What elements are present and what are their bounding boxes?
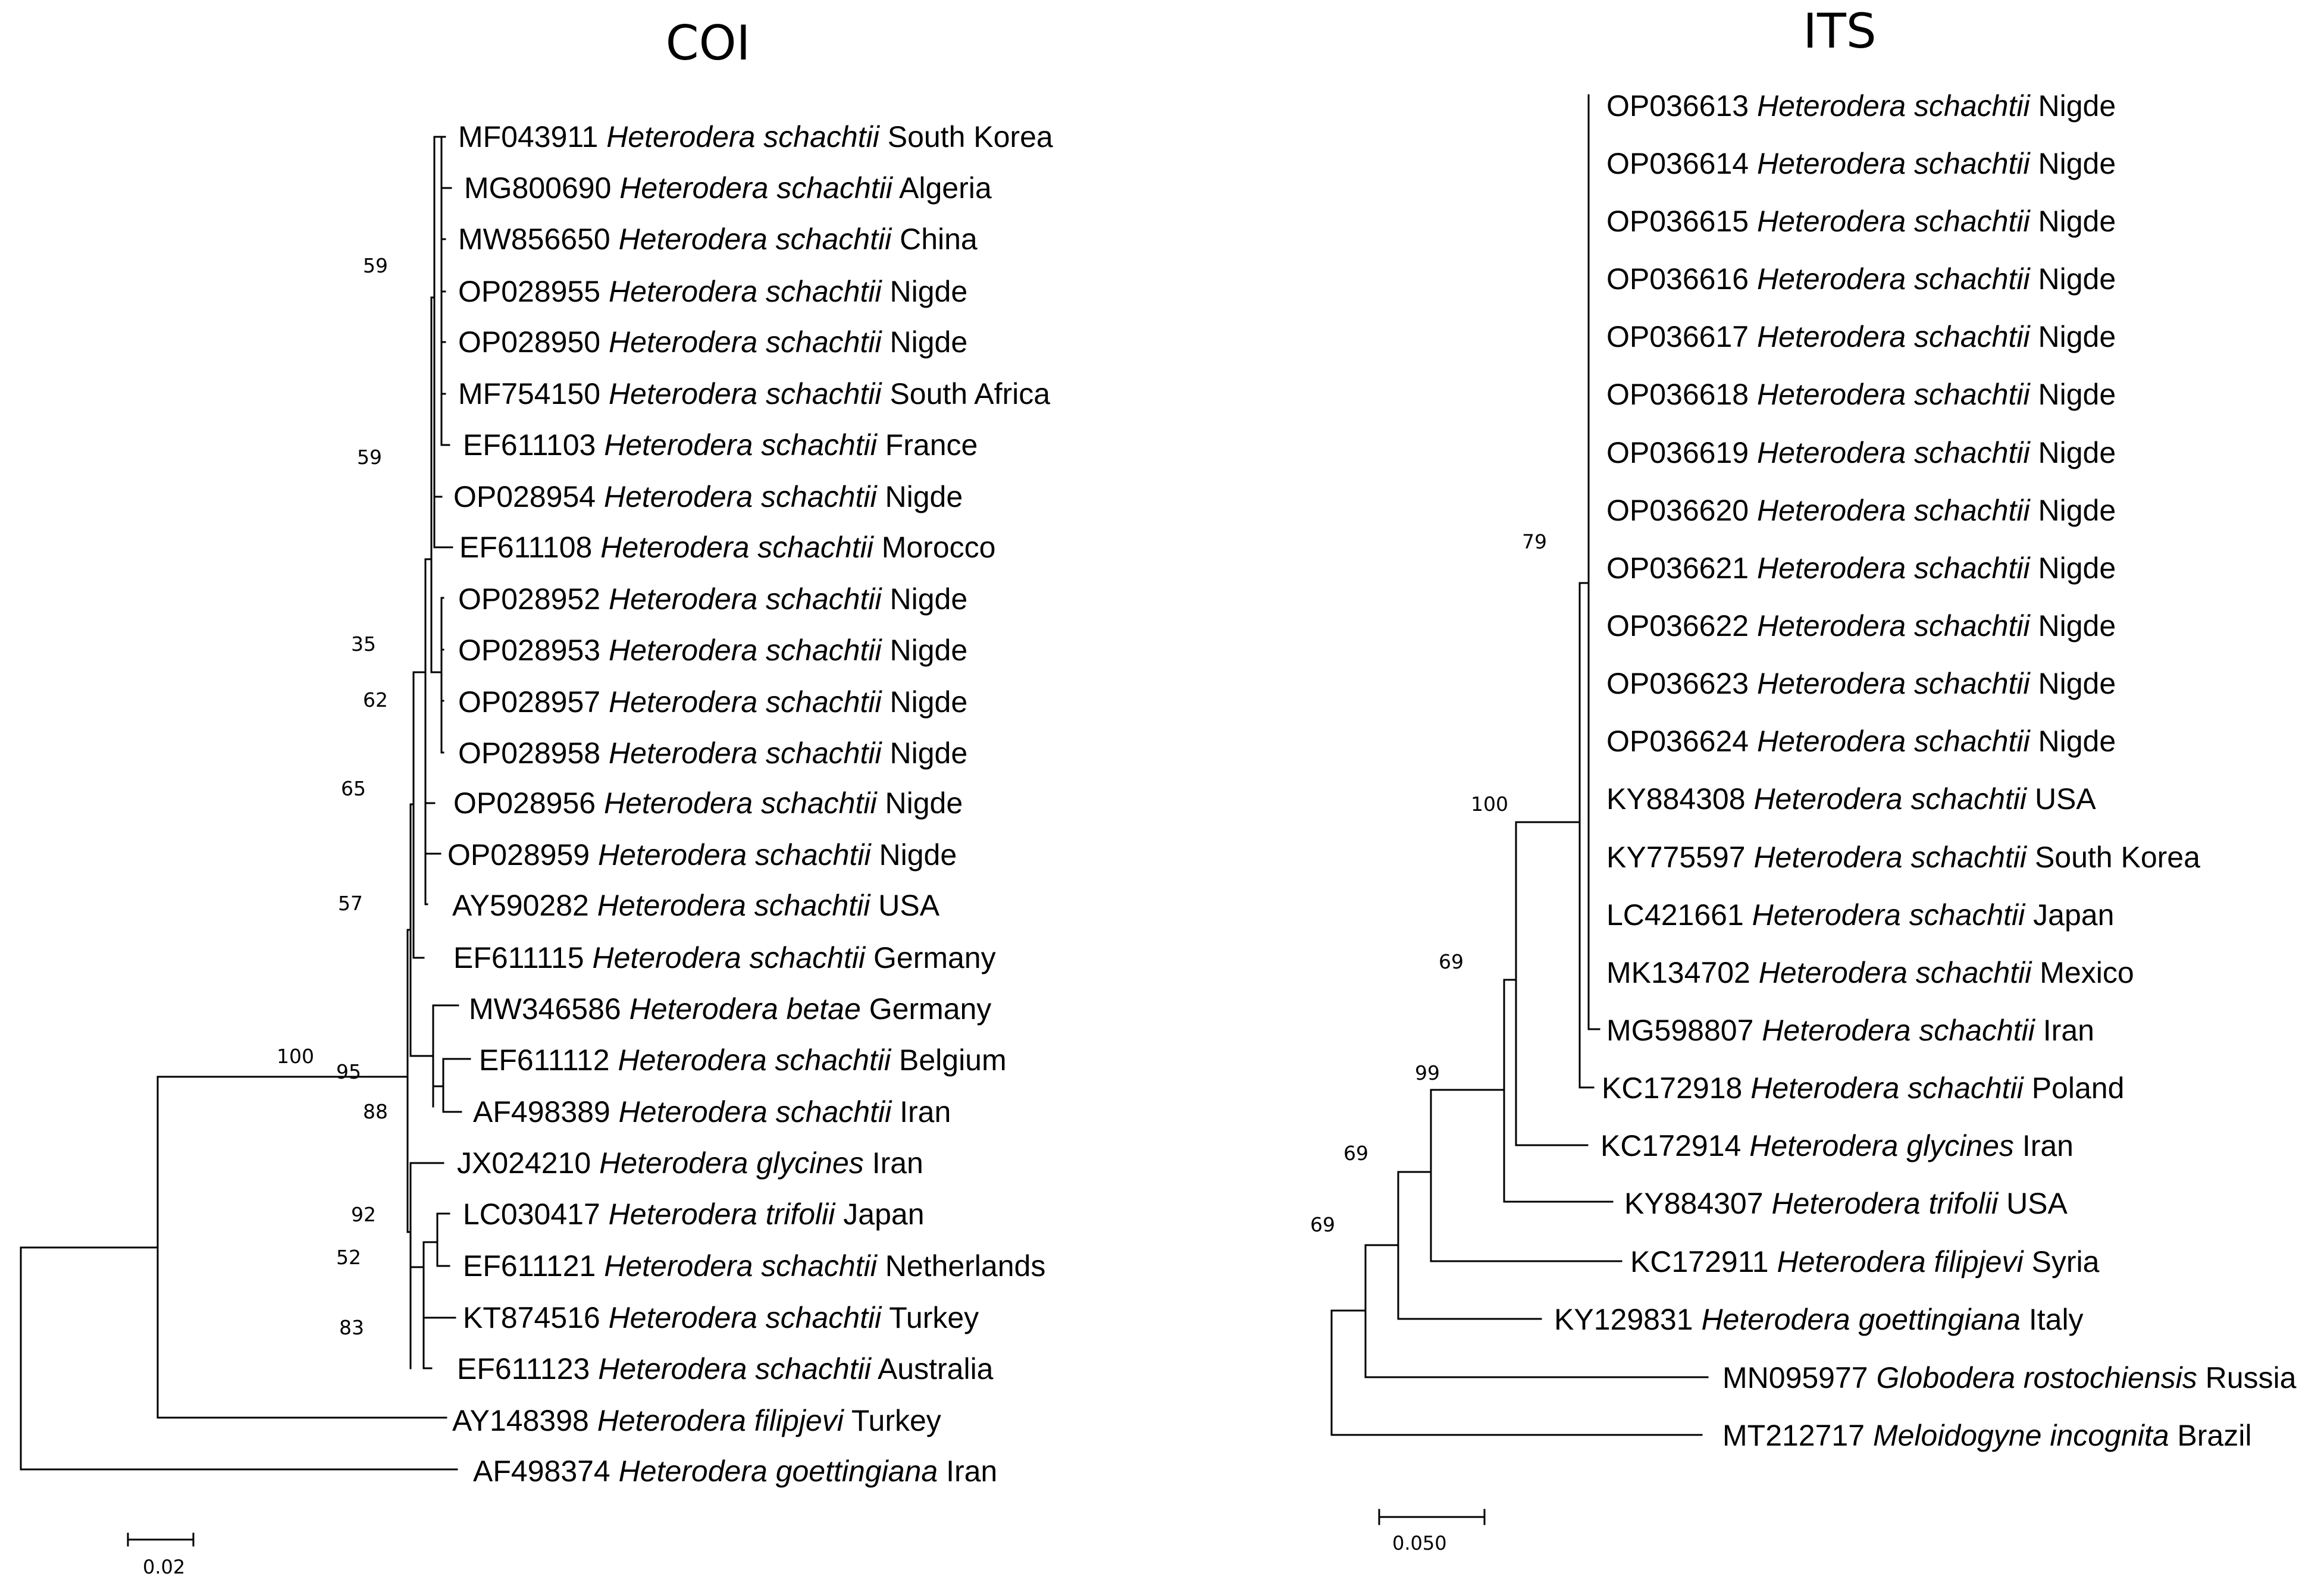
its-bootstrap: 69 (1343, 1142, 1368, 1165)
coi-leaf-label: OP028952 Heterodera schachtii Nigde (458, 582, 967, 616)
its-leaf-label: OP036623 Heterodera schachtii Nigde (1606, 667, 2116, 700)
coi-leaf-label: OP028950 Heterodera schachtii Nigde (458, 325, 967, 359)
its-bootstrap: 69 (1439, 950, 1464, 973)
its-leaf-label: MG598807 Heterodera schachtii Iran (1606, 1014, 2094, 1047)
its-leaf-label: KY884307 Heterodera trifolii USA (1624, 1187, 2068, 1220)
its-leaf-label: KC172911 Heterodera filipjevi Syria (1630, 1245, 2100, 1278)
coi-bootstrap: 65 (341, 777, 366, 800)
its-scale-label: 0.050 (1392, 1532, 1447, 1554)
coi-leaf-label: OP028958 Heterodera schachtii Nigde (458, 736, 967, 770)
its-leaf-label: MK134702 Heterodera schachtii Mexico (1606, 956, 2134, 989)
coi-leaf-label: KT874516 Heterodera schachtii Turkey (463, 1301, 979, 1334)
coi-leaf-label: EF611108 Heterodera schachtii Morocco (459, 531, 995, 564)
coi-leaf-label: JX024210 Heterodera glycines Iran (457, 1146, 923, 1180)
its-leaf-label: OP036621 Heterodera schachtii Nigde (1606, 551, 2116, 585)
coi-leaf-label: LC030417 Heterodera trifolii Japan (463, 1198, 925, 1231)
coi-leaf-label: EF611103 Heterodera schachtii France (463, 428, 978, 462)
coi-leaf-label: OP028954 Heterodera schachtii Nigde (453, 480, 963, 513)
its-bootstrap: 79 (1522, 530, 1547, 553)
coi-title: COI (666, 15, 750, 71)
coi-leaf-label: OP028953 Heterodera schachtii Nigde (458, 634, 967, 667)
its-leaf-label: KC172918 Heterodera schachtii Poland (1602, 1071, 2124, 1105)
coi-leaf-labels: MF043911 Heterodera schachtii South Kore… (447, 120, 1053, 1488)
coi-leaf-label: MW856650 Heterodera schachtii China (458, 222, 978, 256)
coi-leaf-label: MG800690 Heterodera schachtii Algeria (464, 171, 992, 205)
its-leaf-label: OP036624 Heterodera schachtii Nigde (1606, 725, 2116, 758)
its-leaf-labels: OP036613 Heterodera schachtii Nigde OP03… (1554, 89, 2297, 1452)
coi-bootstrap: 83 (339, 1316, 364, 1339)
coi-leaf-label: EF611115 Heterodera schachtii Germany (453, 941, 996, 974)
coi-tree: COI (20, 15, 1053, 1578)
its-bootstrap: 69 (1310, 1213, 1335, 1236)
its-leaf-label: KY129831 Heterodera goettingiana Italy (1554, 1303, 2084, 1336)
coi-bootstrap: 35 (351, 632, 376, 656)
coi-bootstrap: 95 (336, 1060, 361, 1083)
its-bootstrap: 99 (1415, 1061, 1440, 1085)
its-leaf-label: OP036613 Heterodera schachtii Nigde (1606, 89, 2116, 123)
coi-leaf-label: AY148398 Heterodera filipjevi Turkey (452, 1404, 941, 1437)
its-leaf-label: OP036620 Heterodera schachtii Nigde (1606, 494, 2116, 527)
coi-leaf-label: EF611121 Heterodera schachtii Netherland… (463, 1249, 1045, 1283)
its-bootstrap: 100 (1471, 792, 1508, 816)
its-leaf-label: LC421661 Heterodera schachtii Japan (1606, 898, 2114, 932)
coi-bootstrap: 62 (363, 688, 388, 711)
coi-leaf-label: MF043911 Heterodera schachtii South Kore… (458, 120, 1053, 153)
its-leaf-label: KY775597 Heterodera schachtii South Kore… (1606, 841, 2200, 874)
its-leaf-label: OP036616 Heterodera schachtii Nigde (1606, 262, 2116, 296)
coi-leaf-label: AF498374 Heterodera goettingiana Iran (473, 1455, 997, 1488)
coi-bootstrap: 92 (351, 1203, 376, 1226)
its-leaf-label: MN095977 Globodera rostochiensis Russia (1722, 1361, 2297, 1394)
coi-bootstrap: 100 (277, 1045, 314, 1068)
its-title: ITS (1803, 4, 1876, 59)
its-leaf-label: OP036615 Heterodera schachtii Nigde (1606, 205, 2116, 238)
coi-bootstrap: 57 (338, 892, 363, 915)
its-tree: ITS 0.050 79 (1310, 4, 2297, 1554)
coi-bootstrap: 59 (357, 446, 382, 469)
its-leaf-label: KY884308 Heterodera schachtii USA (1606, 782, 2096, 816)
coi-leaf-label: OP028959 Heterodera schachtii Nigde (447, 838, 957, 872)
its-leaf-label: OP036622 Heterodera schachtii Nigde (1606, 609, 2116, 642)
coi-leaf-label: MW346586 Heterodera betae Germany (469, 992, 991, 1026)
coi-leaf-label: AY590282 Heterodera schachtii USA (452, 889, 940, 922)
coi-leaf-label: EF611112 Heterodera schachtii Belgium (479, 1043, 1007, 1077)
its-leaf-label: OP036618 Heterodera schachtii Nigde (1606, 378, 2116, 411)
coi-bootstrap: 88 (363, 1100, 388, 1123)
its-leaf-label: MT212717 Meloidogyne incognita Brazil (1722, 1419, 2251, 1452)
coi-leaf-label: OP028957 Heterodera schachtii Nigde (458, 685, 967, 719)
its-leaf-label: OP036617 Heterodera schachtii Nigde (1606, 320, 2116, 353)
coi-leaf-label: OP028955 Heterodera schachtii Nigde (458, 275, 967, 308)
coi-leaf-label: MF754150 Heterodera schachtii South Afri… (458, 377, 1050, 410)
coi-leaf-label: AF498389 Heterodera schachtii Iran (473, 1095, 951, 1129)
its-leaf-label: OP036614 Heterodera schachtii Nigde (1606, 147, 2116, 180)
its-leaf-label: KC172914 Heterodera glycines Iran (1601, 1129, 2074, 1162)
coi-leaf-label: OP028956 Heterodera schachtii Nigde (453, 786, 963, 820)
coi-leaf-label: EF611123 Heterodera schachtii Australia (457, 1352, 994, 1386)
its-leaf-label: OP036619 Heterodera schachtii Nigde (1606, 436, 2116, 469)
coi-bootstrap: 59 (363, 254, 388, 277)
coi-bootstrap: 52 (336, 1246, 361, 1269)
coi-scale-label: 0.02 (143, 1556, 185, 1578)
